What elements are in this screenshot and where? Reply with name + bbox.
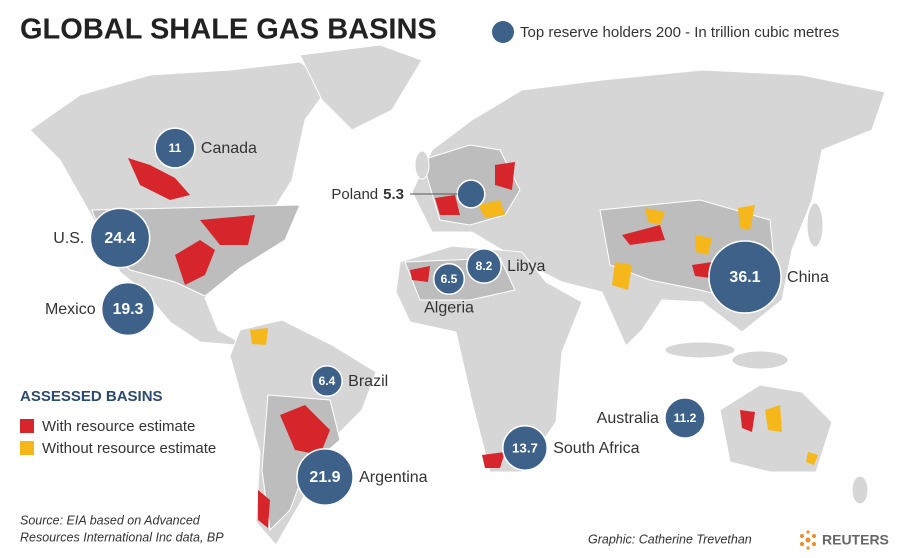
reserve-value: 36.1 [729, 269, 760, 286]
country-label: U.S. [53, 230, 84, 247]
reserve-bubble [708, 240, 782, 314]
reuters-logo-mark [800, 530, 816, 550]
logo-text: REUTERS [822, 532, 889, 548]
reserve-value: 6.5 [441, 272, 458, 286]
country-name: Poland [331, 186, 378, 203]
country-label: Canada [201, 140, 257, 157]
country-label: China [787, 269, 829, 286]
country-label: Brazil [348, 373, 388, 390]
source: Resources International Inc data, BP [20, 530, 224, 544]
reserve-value: 11 [169, 141, 182, 155]
reserve-bubble [311, 365, 343, 397]
legend-swatch [20, 419, 34, 433]
reserve-value: 19.3 [113, 301, 144, 318]
size-legend-marker [492, 21, 514, 43]
shale-basins [128, 158, 818, 528]
size-legend-text: Top reserve holders 200 - In trillion cu… [520, 24, 839, 41]
reserve-value: 11.2 [674, 411, 697, 425]
legend-label: With resource estimate [42, 418, 195, 435]
legend-swatch [20, 441, 34, 455]
reserve-bubbles: 11 Canada 24.4 U.S. 19.3 Mexico 6.4 Brazil 21.9 A… [45, 127, 829, 506]
legend-label: Without resource estimate [42, 440, 216, 457]
reserve-bubble [296, 448, 354, 506]
reserve-bubble [100, 281, 156, 337]
country-label: Libya [507, 258, 545, 275]
legend-title: ASSESSED BASINS [20, 388, 163, 405]
reserve-value: 24.4 [104, 230, 135, 247]
reserve-bubble [89, 207, 151, 269]
source: Source: EIA based on Advanced [20, 513, 201, 527]
country-label: South Africa [553, 440, 639, 457]
reserve-bubble [466, 248, 502, 284]
title: GLOBAL SHALE GAS BASINS [20, 14, 437, 46]
country-label: Argentina [359, 469, 428, 486]
reserve-value: 5.3 [383, 186, 404, 203]
reserve-value: 13.7 [512, 441, 538, 456]
reserve-value: 6.4 [319, 374, 336, 388]
reserve-value: 21.9 [309, 469, 340, 486]
country-label: Algeria [424, 300, 474, 317]
country-label: Poland 5.3 [331, 186, 404, 203]
reserve-value: 8.2 [476, 259, 493, 273]
reserve-bubble [154, 127, 196, 169]
reserve-bubble [456, 179, 486, 209]
reserve-bubble [432, 262, 466, 296]
country-label: Mexico [45, 301, 96, 318]
reserve-bubble [664, 397, 706, 439]
credit: Graphic: Catherine Trevethan [588, 532, 752, 546]
country-label: Australia [597, 410, 659, 427]
reserve-bubble [502, 425, 548, 471]
